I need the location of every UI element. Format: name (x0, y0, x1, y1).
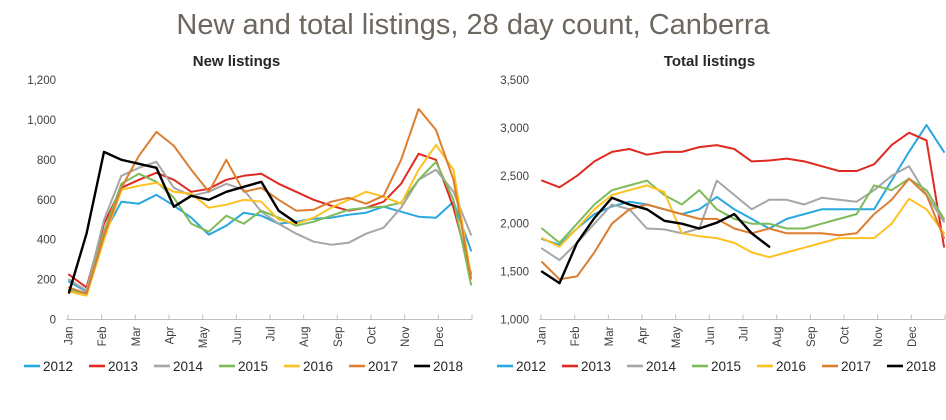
series-line-2017 (541, 178, 945, 281)
y-tick-label: 2,000 (500, 219, 529, 231)
series-line-2018 (67, 151, 298, 295)
x-tick-label: May (671, 327, 683, 349)
x-tick-label: Jan (537, 327, 549, 346)
x-tick-label: Sep (333, 327, 345, 347)
legend-label-2018: 2018 (433, 359, 463, 374)
y-tick-label: 2,500 (500, 171, 529, 183)
series-line-2016 (541, 184, 945, 259)
y-tick-label: 1,000 (500, 315, 529, 327)
series-lines (540, 124, 945, 285)
y-axis: 0 200 400 600 800 1,000 1,200 (27, 75, 56, 327)
canvas: New and total listings, 28 day count, Ca… (0, 9, 946, 391)
legend-label-2013: 2013 (108, 359, 138, 374)
x-tick-label: Dec (434, 327, 446, 348)
page-title: New and total listings, 28 day count, Ca… (176, 9, 770, 41)
x-tick-label: Apr (165, 327, 177, 345)
x-tick-label: Aug (772, 327, 784, 347)
x-tick-label: Apr (638, 327, 650, 345)
legend-label-2017: 2017 (368, 359, 398, 374)
legend-label-2015: 2015 (711, 359, 741, 374)
legend-label-2013: 2013 (581, 359, 611, 374)
x-tick-label: Feb (97, 327, 109, 347)
total-listings-chart: Total listings 1,000 1,500 2,000 2,500 3,000 3… (497, 53, 946, 374)
y-tick-label: 3,500 (500, 75, 529, 87)
series-line-2013 (68, 153, 472, 289)
legend-label-2012: 2012 (516, 359, 546, 374)
x-tick-label: Sep (806, 327, 818, 347)
series-line-2018 (540, 196, 771, 285)
legend-label-2016: 2016 (303, 359, 333, 374)
y-tick-label: 600 (37, 195, 56, 207)
x-tick-label: Jun (705, 327, 717, 346)
x-tick-label: Jun (232, 327, 244, 346)
x-tick-label: May (198, 327, 210, 349)
x-tick-label: Oct (367, 326, 379, 345)
x-axis: Jan Feb Mar Apr May Jun Jul Aug Sep Oct Nov Dec (64, 314, 473, 349)
y-tick-label: 0 (50, 315, 56, 327)
chart-legend: 2012 2013 2014 2015 2016 2017 2018 (497, 359, 936, 374)
y-tick-label: 200 (37, 275, 56, 287)
y-tick-label: 1,500 (500, 267, 529, 279)
series-line-2015 (68, 161, 472, 295)
x-tick-label: Mar (604, 327, 616, 347)
series-line-2015 (541, 178, 945, 245)
x-tick-label: Jan (64, 327, 76, 346)
new-listings-chart: New listings 0 200 400 600 800 1,000 1,200 Jan Fe… (24, 53, 473, 374)
legend-label-2016: 2016 (776, 359, 806, 374)
x-tick-label: Nov (400, 327, 412, 348)
x-tick-label: Aug (299, 327, 311, 347)
y-tick-label: 800 (37, 155, 56, 167)
x-tick-label: Dec (907, 327, 919, 348)
series-line-2014 (68, 161, 472, 292)
x-tick-label: Oct (840, 326, 852, 345)
series-line-2017 (68, 108, 472, 295)
legend-label-2014: 2014 (646, 359, 677, 374)
series-line-2012 (68, 194, 472, 293)
y-axis: 1,000 1,500 2,000 2,500 3,000 3,500 (500, 75, 529, 327)
x-tick-label: Feb (570, 327, 582, 347)
legend-label-2018: 2018 (906, 359, 936, 374)
x-tick-label: Jul (739, 327, 751, 342)
chart-title: New listings (193, 53, 281, 70)
y-tick-label: 1,000 (27, 115, 56, 127)
x-tick-label: Mar (131, 327, 143, 347)
series-line-2016 (68, 144, 472, 297)
chart-title: Total listings (664, 53, 755, 70)
chart-legend: 2012 2013 2014 2015 2016 2017 2018 (24, 359, 463, 374)
x-tick-label: Nov (873, 327, 885, 348)
legend-label-2012: 2012 (43, 359, 73, 374)
legend-label-2017: 2017 (841, 359, 871, 374)
x-tick-label: Jul (266, 327, 278, 342)
series-line-2012 (541, 124, 945, 247)
charts-row: New listings 0 200 400 600 800 1,000 1,200 Jan Fe… (0, 42, 946, 391)
series-line-2014 (541, 165, 945, 262)
y-tick-label: 400 (37, 235, 56, 247)
series-line-2013 (541, 132, 945, 249)
legend-label-2015: 2015 (238, 359, 268, 374)
series-lines (67, 108, 472, 297)
y-tick-label: 1,200 (27, 75, 56, 87)
y-tick-label: 3,000 (500, 123, 529, 135)
x-axis: Jan Feb Mar Apr May Jun Jul Aug Sep Oct Nov Dec (537, 314, 946, 349)
legend-label-2014: 2014 (173, 359, 204, 374)
